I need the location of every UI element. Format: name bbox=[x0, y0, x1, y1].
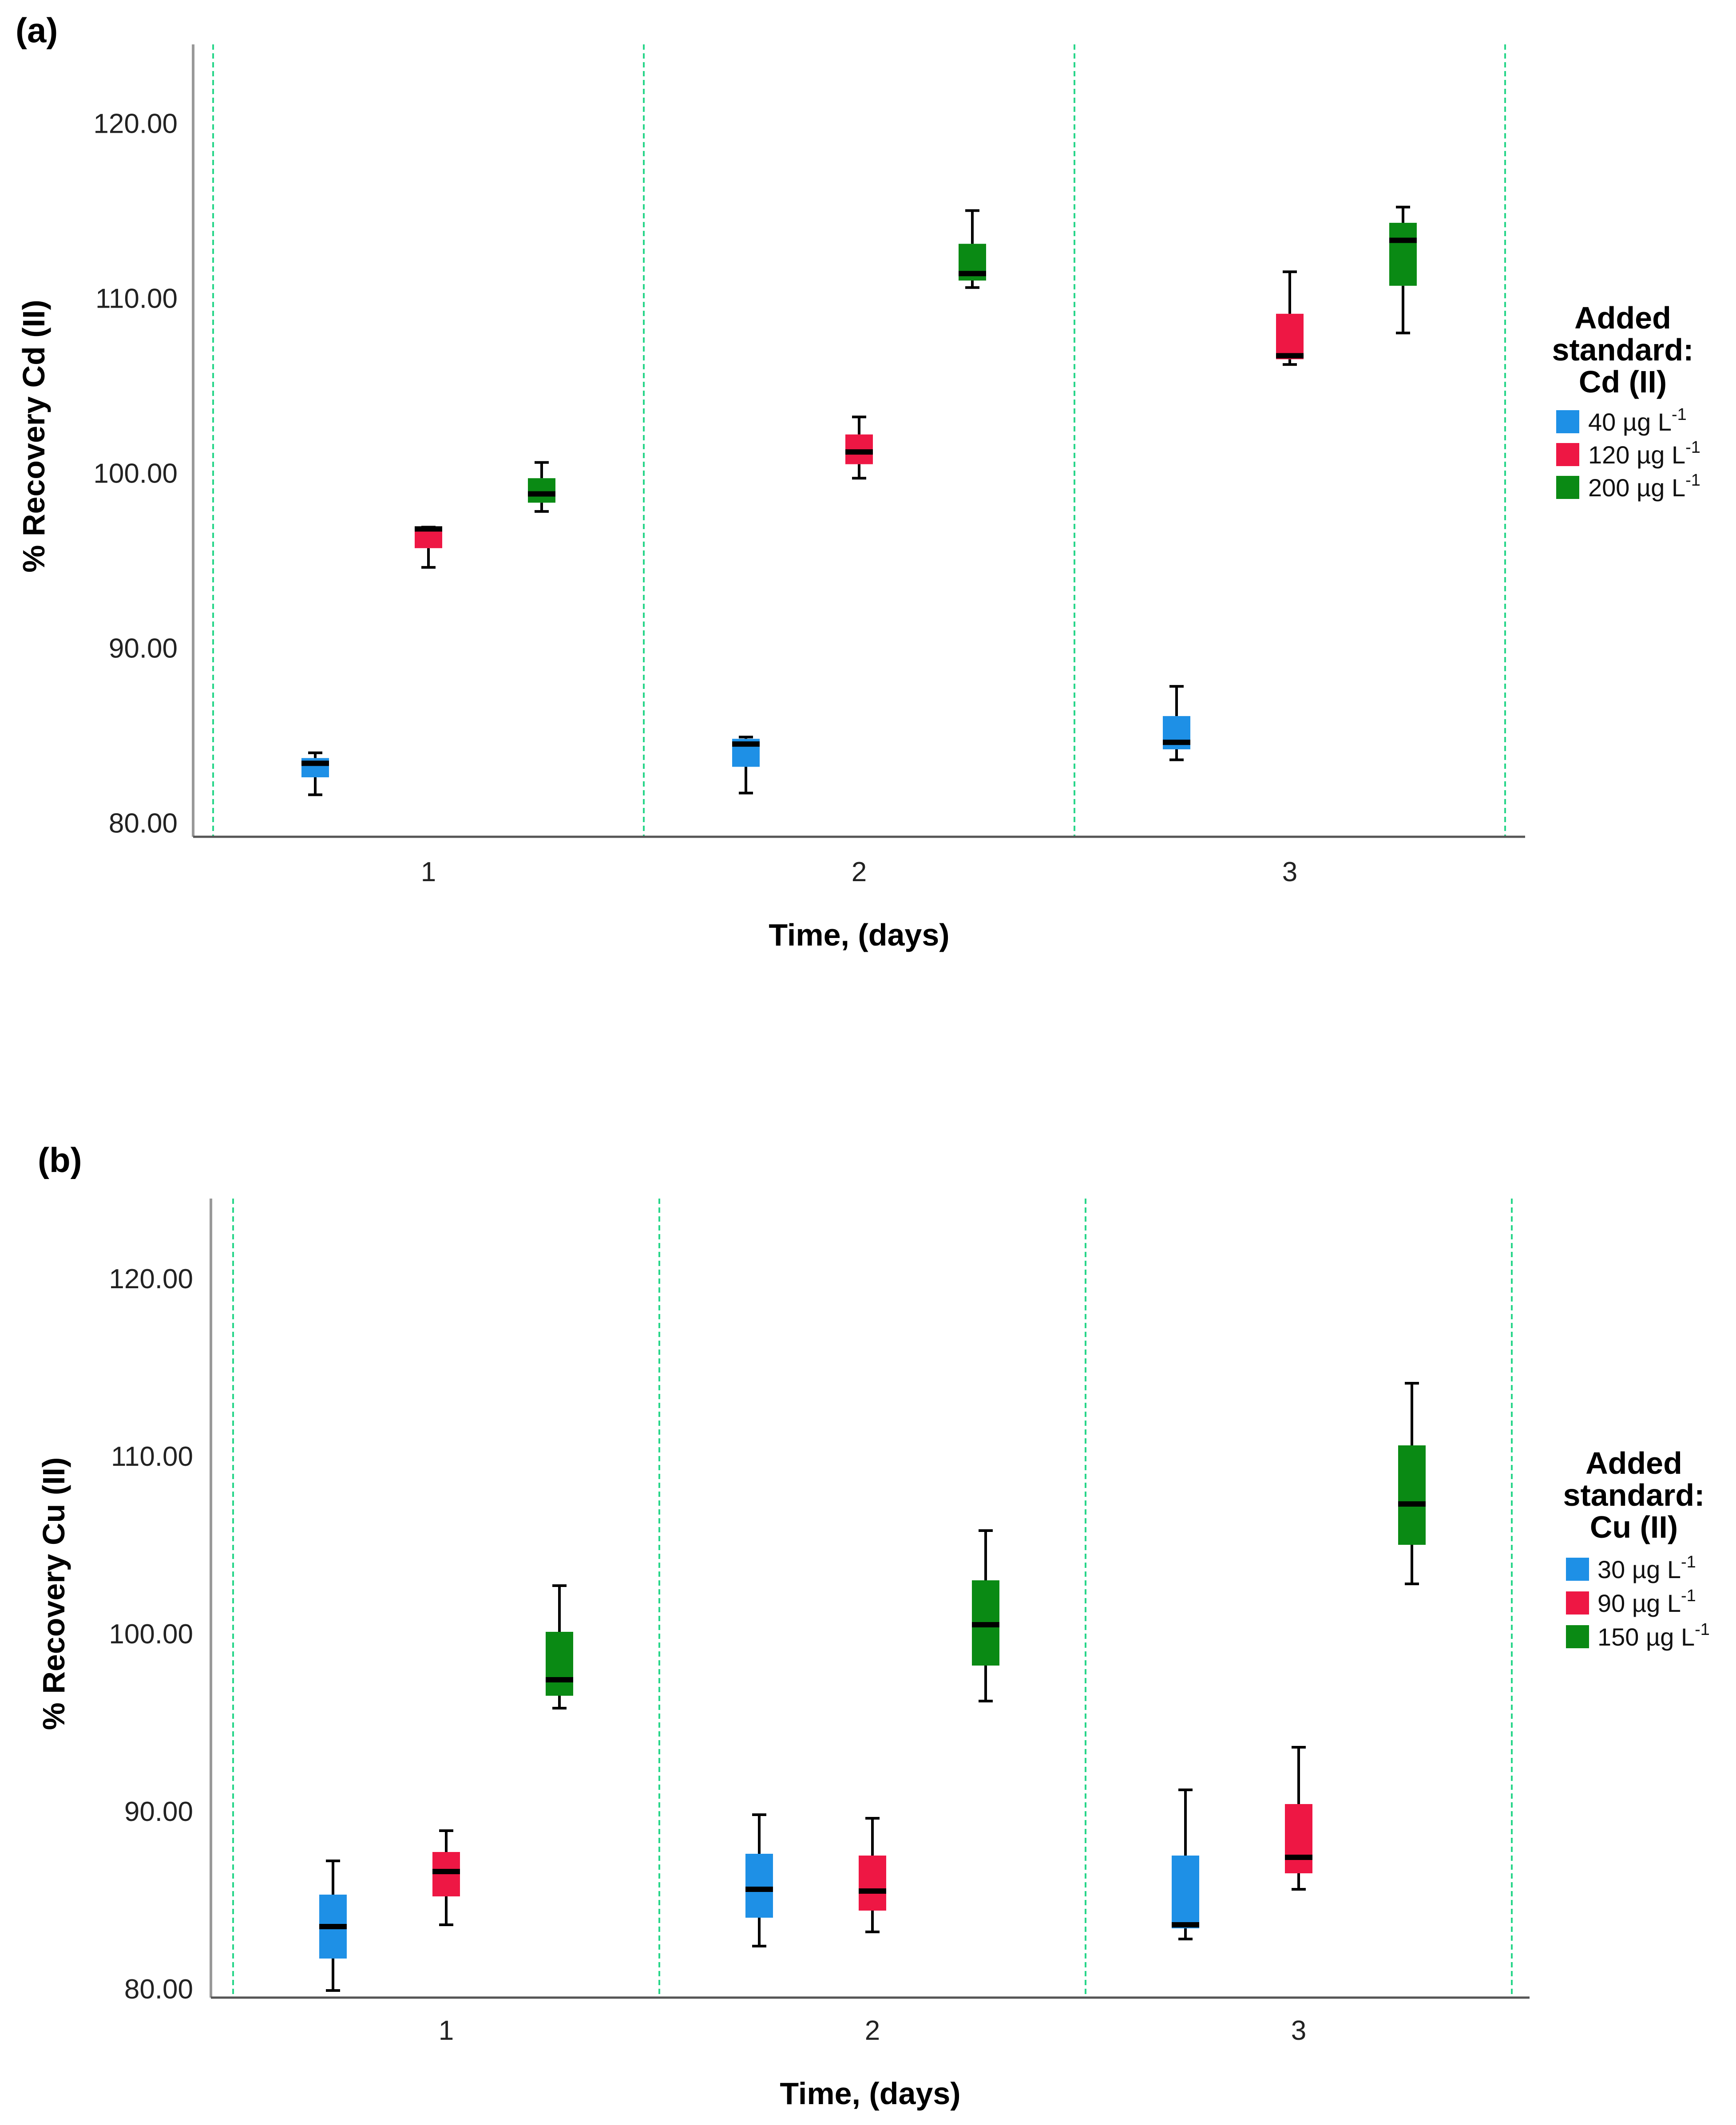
box-3-day-3 bbox=[1389, 206, 1417, 335]
legend-title-line: Cu (II) bbox=[1590, 1510, 1678, 1544]
box-1-day-1 bbox=[319, 1860, 347, 1992]
box-2-day-2 bbox=[859, 1817, 886, 1933]
box-1-day-3 bbox=[1163, 685, 1190, 761]
box-2-day-3 bbox=[1276, 270, 1304, 366]
chart-panel-a: (a) 80.00 90.00 100.00 110.00 120.00 1 2 3 Time, … bbox=[16, 11, 1700, 952]
x-tick-label: 2 bbox=[852, 857, 867, 887]
box-iqr bbox=[1398, 1445, 1426, 1545]
legend-swatch bbox=[1566, 1625, 1589, 1648]
legend-entry-label: 200 µg L-1 bbox=[1588, 471, 1700, 502]
box-1-day-1 bbox=[301, 751, 329, 796]
y-tick-label: 110.00 bbox=[95, 283, 178, 314]
box-1-day-2 bbox=[732, 736, 760, 795]
box-iqr bbox=[1285, 1804, 1312, 1873]
legend-title-line: standard: bbox=[1552, 332, 1694, 367]
box-iqr bbox=[546, 1632, 573, 1696]
legend-entry-superscript: -1 bbox=[1681, 1587, 1696, 1605]
legend-swatch bbox=[1556, 443, 1579, 466]
legend-swatch bbox=[1566, 1558, 1589, 1581]
x-axis-title: Time, (days) bbox=[780, 2076, 960, 2111]
box-iqr bbox=[745, 1854, 773, 1918]
legend-entry-superscript: -1 bbox=[1681, 1553, 1696, 1571]
x-tick-label: 3 bbox=[1291, 2015, 1306, 2046]
chart-panel-b: (b) 80.00 90.00 100.00 110.00 120.00 1 2 3 Time, … bbox=[36, 1140, 1710, 2111]
y-tick-label: 100.00 bbox=[93, 458, 178, 489]
legend-swatch bbox=[1566, 1591, 1589, 1615]
box-3-day-3 bbox=[1398, 1382, 1426, 1585]
legend-swatch bbox=[1556, 410, 1579, 433]
box-2-day-2 bbox=[845, 416, 873, 480]
y-tick-label: 120.00 bbox=[109, 1264, 193, 1294]
legend-title-line: Added bbox=[1574, 301, 1671, 335]
box-iqr bbox=[859, 1856, 886, 1911]
legend-entry-label: 120 µg L-1 bbox=[1588, 438, 1700, 469]
box-iqr bbox=[1172, 1856, 1199, 1928]
box-2-day-1 bbox=[432, 1829, 460, 1926]
legend-entry-label: 30 µg L-1 bbox=[1597, 1553, 1696, 1583]
box-1-day-3 bbox=[1172, 1789, 1199, 1940]
box-iqr bbox=[1389, 222, 1417, 286]
x-tick-label: 1 bbox=[439, 2015, 454, 2046]
legend-entry-superscript: -1 bbox=[1685, 471, 1700, 490]
legend-entry-label: 150 µg L-1 bbox=[1597, 1620, 1710, 1651]
box-2-day-3 bbox=[1285, 1746, 1312, 1891]
legend-title-line: Cd (II) bbox=[1579, 364, 1667, 399]
legend-entry-label: 40 µg L-1 bbox=[1588, 405, 1687, 436]
legend-entry-label: 90 µg L-1 bbox=[1597, 1587, 1696, 1617]
legend-entry-superscript: -1 bbox=[1695, 1620, 1710, 1639]
legend-entry-superscript: -1 bbox=[1672, 405, 1687, 424]
y-tick-label: 80.00 bbox=[124, 1974, 193, 2005]
y-axis-title: % Recovery Cu (II) bbox=[36, 1457, 71, 1730]
legend-swatch bbox=[1556, 476, 1579, 499]
legend-title-line: standard: bbox=[1563, 1478, 1705, 1512]
y-tick-label: 100.00 bbox=[109, 1619, 193, 1650]
x-tick-label: 3 bbox=[1282, 857, 1297, 887]
y-tick-label: 120.00 bbox=[93, 108, 178, 139]
box-3-day-1 bbox=[528, 461, 555, 513]
y-axis-title: % Recovery Cd (II) bbox=[16, 300, 51, 573]
box-2-day-1 bbox=[415, 526, 442, 569]
y-tick-label: 90.00 bbox=[124, 1797, 193, 1827]
box-iqr bbox=[528, 478, 555, 503]
panel-label: (a) bbox=[16, 11, 58, 50]
panel-label: (b) bbox=[38, 1140, 82, 1179]
x-tick-label: 1 bbox=[421, 857, 436, 887]
x-tick-label: 2 bbox=[865, 2015, 880, 2046]
y-tick-label: 90.00 bbox=[109, 633, 178, 664]
y-tick-label: 110.00 bbox=[111, 1441, 193, 1472]
box-3-day-1 bbox=[546, 1584, 573, 1709]
box-1-day-2 bbox=[745, 1813, 773, 1947]
x-axis-title: Time, (days) bbox=[769, 918, 949, 952]
y-tick-label: 80.00 bbox=[109, 808, 178, 839]
legend-entry-superscript: -1 bbox=[1685, 438, 1700, 457]
legend-title-line: Added bbox=[1585, 1446, 1682, 1480]
box-iqr bbox=[1276, 313, 1304, 360]
box-3-day-2 bbox=[959, 209, 986, 289]
box-3-day-2 bbox=[972, 1529, 999, 1702]
